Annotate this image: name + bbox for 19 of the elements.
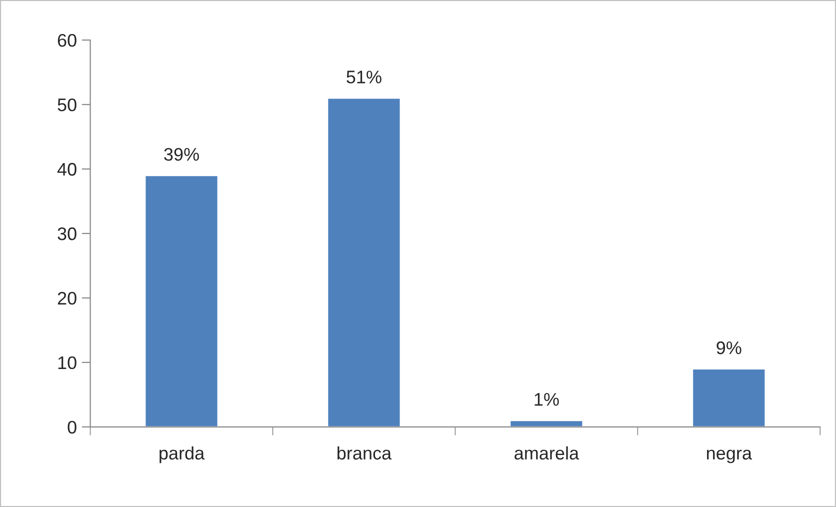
- y-tick-label: 50: [58, 98, 76, 112]
- x-tick-label: amarela: [514, 446, 580, 460]
- y-tick-label: 30: [58, 227, 76, 240]
- data-label: 9%: [716, 341, 742, 354]
- x-tick-label: negra: [707, 450, 752, 464]
- data-label: 39%: [164, 148, 199, 161]
- y-tick-label: 10: [58, 356, 76, 370]
- y-tick-label: 60: [58, 34, 76, 47]
- data-label: 51%: [346, 70, 382, 84]
- bar: [509, 420, 584, 427]
- y-tick-label: 40: [57, 162, 76, 176]
- y-tick-label: 20: [58, 292, 76, 305]
- x-tick-label: parda: [160, 446, 205, 464]
- y-tick-label: 0: [68, 420, 76, 434]
- bar: [144, 174, 219, 427]
- bar: [326, 97, 402, 427]
- bar: [692, 368, 766, 427]
- data-label: 1%: [534, 393, 559, 406]
- x-tick-label: branca: [338, 446, 392, 460]
